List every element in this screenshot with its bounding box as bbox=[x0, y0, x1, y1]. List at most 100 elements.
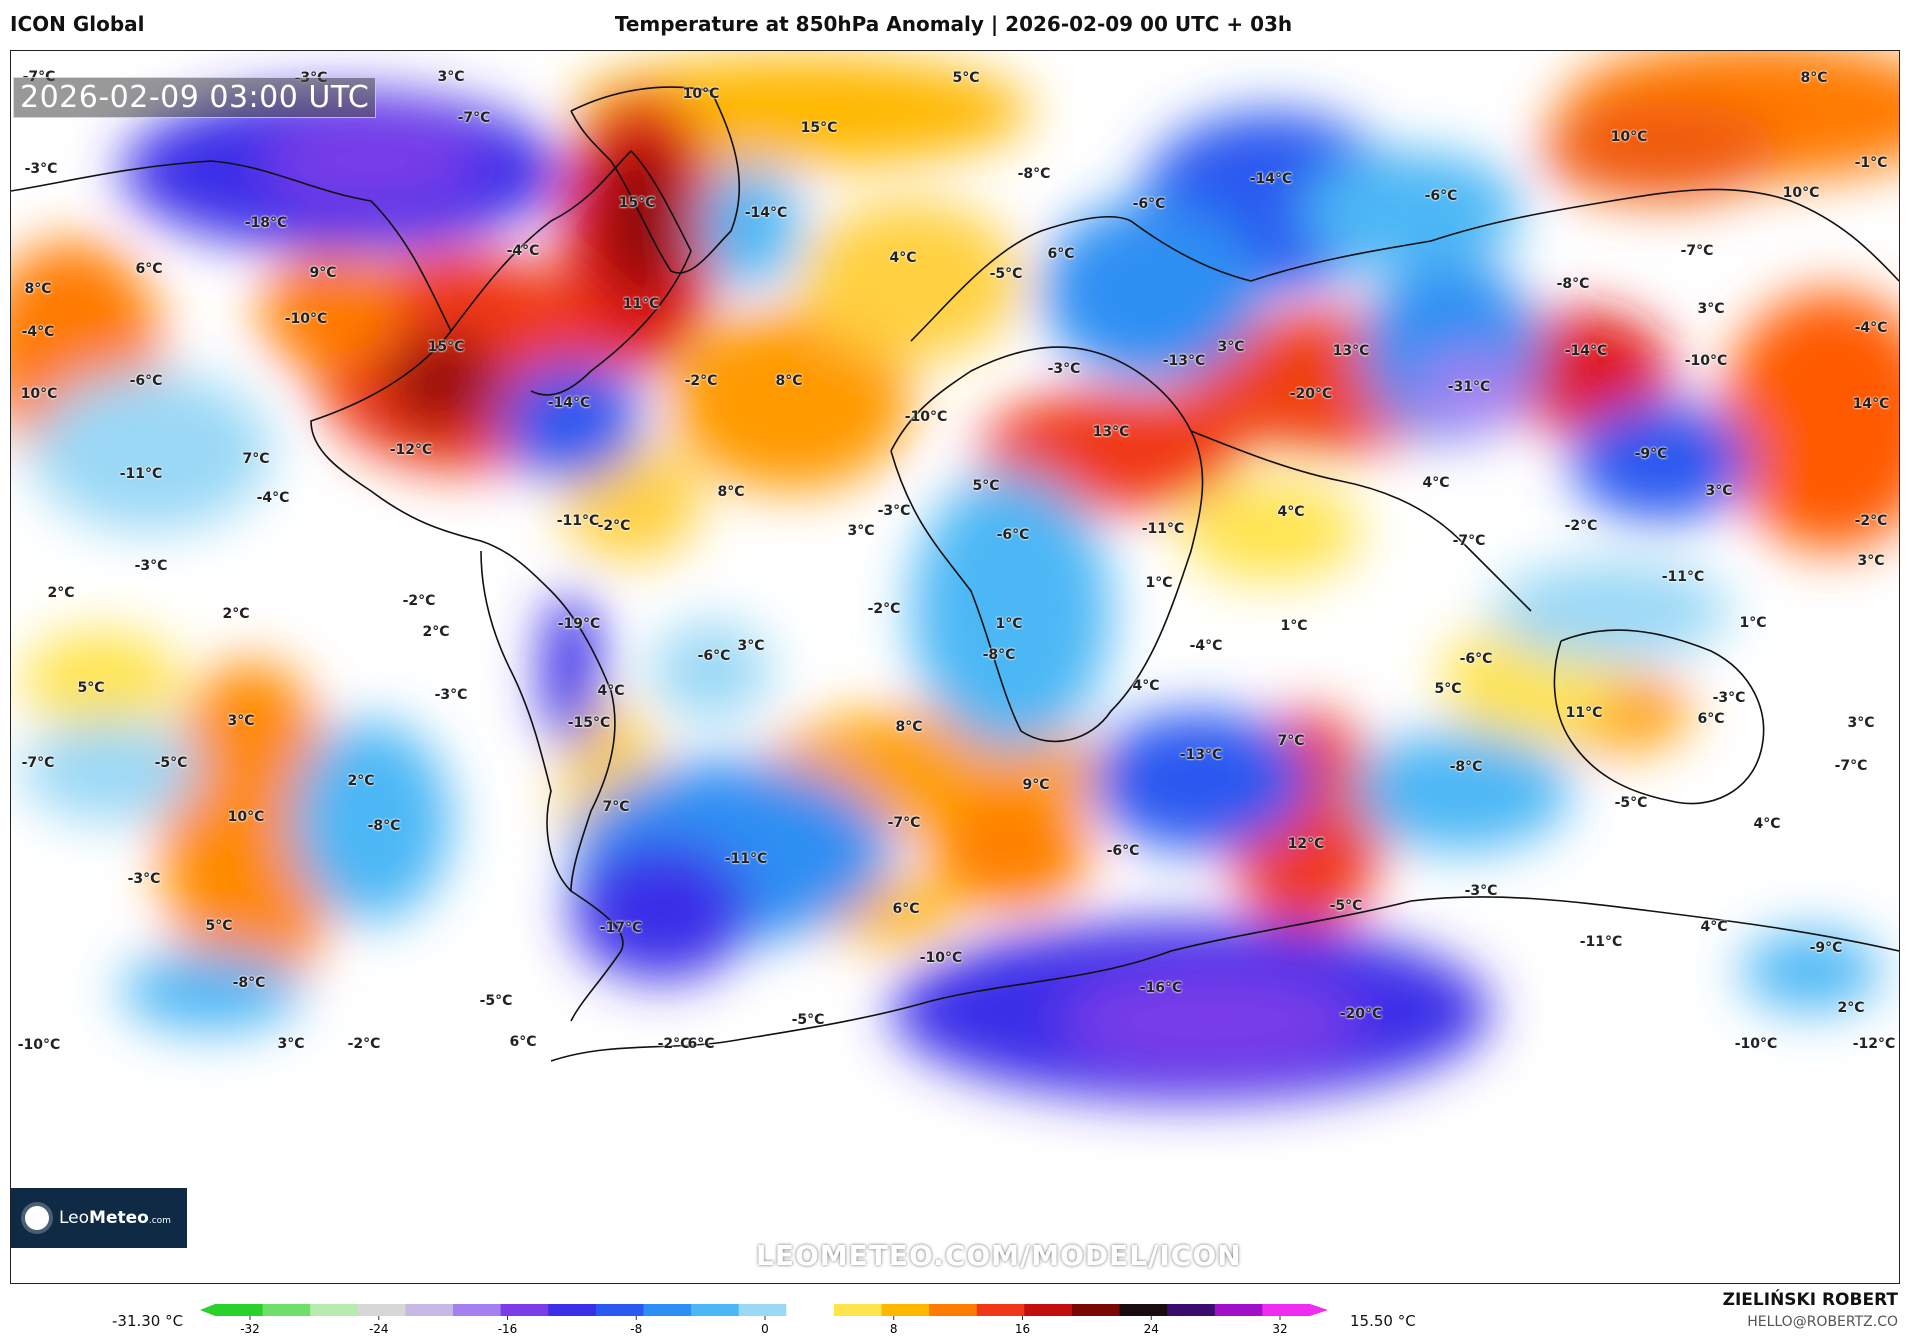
anomaly-label: -6°C bbox=[1132, 196, 1166, 212]
anomaly-label: 10°C bbox=[682, 86, 720, 102]
anomaly-label: -20°C bbox=[1289, 386, 1333, 402]
anomaly-label: -7°C bbox=[887, 815, 921, 831]
anomaly-field bbox=[11, 51, 1899, 1283]
anomaly-label: -3°C bbox=[24, 161, 58, 177]
anomaly-label: -10°C bbox=[1734, 1036, 1778, 1052]
anomaly-label: 5°C bbox=[952, 70, 980, 86]
colorbar: -32 -24 -16 -8 0 8 16 24 32 bbox=[200, 1304, 1328, 1336]
leometeo-logo[interactable]: LeoMeteo.com bbox=[11, 1188, 187, 1248]
anomaly-label: 2°C bbox=[347, 773, 375, 789]
chart-title: Temperature at 850hPa Anomaly | 2026-02-… bbox=[614, 12, 1293, 36]
anomaly-label: -4°C bbox=[256, 490, 290, 506]
anomaly-label: 6°C bbox=[892, 901, 920, 917]
anomaly-label: -12°C bbox=[1852, 1036, 1896, 1052]
anomaly-label: -14°C bbox=[744, 205, 788, 221]
anomaly-label: 3°C bbox=[1857, 553, 1885, 569]
anomaly-label: -11°C bbox=[724, 851, 768, 867]
anomaly-label: 15°C bbox=[618, 195, 656, 211]
anomaly-label: -14°C bbox=[1249, 171, 1293, 187]
colorbar-swatch bbox=[595, 1304, 644, 1316]
anomaly-label: -11°C bbox=[119, 466, 163, 482]
colorbar-tick-label: -24 bbox=[369, 1322, 389, 1336]
anomaly-label: 10°C bbox=[20, 386, 58, 402]
anomaly-label: 7°C bbox=[242, 451, 270, 467]
anomaly-label: -9°C bbox=[1634, 446, 1668, 462]
anomaly-label: -2°C bbox=[684, 373, 718, 389]
anomaly-label: 8°C bbox=[895, 719, 923, 735]
anomaly-label: -16°C bbox=[1139, 980, 1183, 996]
colorbar-tick-label: 24 bbox=[1144, 1322, 1159, 1336]
anomaly-label: -3°C bbox=[1712, 690, 1746, 706]
anomaly-label: -4°C bbox=[506, 243, 540, 259]
anomaly-label: 10°C bbox=[1610, 129, 1648, 145]
anomaly-label: -14°C bbox=[547, 395, 591, 411]
author-email[interactable]: HELLO@ROBERTZ.CO bbox=[1747, 1314, 1898, 1330]
anomaly-label: -9°C bbox=[1809, 940, 1843, 956]
colorbar-swatch bbox=[1071, 1304, 1121, 1316]
anomaly-label: 9°C bbox=[1022, 777, 1050, 793]
anomaly-label: 15°C bbox=[800, 120, 838, 136]
anomaly-label: -4°C bbox=[21, 324, 55, 340]
anomaly-label: -2°C bbox=[1564, 518, 1598, 534]
colorbar-swatch bbox=[738, 1304, 787, 1316]
anomaly-label: 6°C bbox=[687, 1036, 715, 1052]
colorbar-swatch bbox=[786, 1304, 835, 1316]
anomaly-label: 4°C bbox=[1700, 919, 1728, 935]
anomaly-label: -7°C bbox=[457, 110, 491, 126]
anomaly-label: 8°C bbox=[717, 484, 745, 500]
anomaly-label: -7°C bbox=[1680, 243, 1714, 259]
anomaly-label: -20°C bbox=[1339, 1006, 1383, 1022]
anomaly-label: 4°C bbox=[1753, 816, 1781, 832]
anomaly-label: 1°C bbox=[1280, 618, 1308, 634]
anomaly-label: -11°C bbox=[1579, 934, 1623, 950]
anomaly-label: -7°C bbox=[21, 755, 55, 771]
colorbar-swatch bbox=[262, 1304, 311, 1316]
anomaly-label: 3°C bbox=[437, 69, 465, 85]
anomaly-label: 7°C bbox=[602, 799, 630, 815]
anomaly-label: 3°C bbox=[737, 638, 765, 654]
anomaly-label: -8°C bbox=[1017, 166, 1051, 182]
anomaly-label: -10°C bbox=[284, 311, 328, 327]
colorbar-swatch bbox=[453, 1304, 502, 1316]
anomaly-label: 1°C bbox=[1145, 575, 1173, 591]
colorbar-swatch bbox=[500, 1304, 549, 1316]
logo-text: LeoMeteo.com bbox=[59, 1208, 171, 1228]
anomaly-label: -3°C bbox=[877, 503, 911, 519]
valid-time-stamp: 2026-02-09 03:00 UTC bbox=[13, 77, 377, 118]
colorbar-swatch bbox=[215, 1304, 264, 1316]
anomaly-label: -4°C bbox=[1854, 320, 1888, 336]
anomaly-label: 3°C bbox=[227, 713, 255, 729]
anomaly-label: 15°C bbox=[427, 339, 465, 355]
anomaly-label: -11°C bbox=[556, 513, 600, 529]
anomaly-label: 11°C bbox=[1565, 705, 1603, 721]
colorbar-swatch bbox=[976, 1304, 1025, 1316]
anomaly-label: 6°C bbox=[135, 261, 163, 277]
anomaly-label: -13°C bbox=[1162, 353, 1206, 369]
anomaly-label: 8°C bbox=[775, 373, 803, 389]
anomaly-label: 3°C bbox=[847, 523, 875, 539]
anomaly-label: 2°C bbox=[222, 606, 250, 622]
anomaly-label: -10°C bbox=[904, 409, 948, 425]
anomaly-label: -5°C bbox=[1614, 795, 1648, 811]
colorbar-tick-label: 0 bbox=[761, 1322, 769, 1336]
anomaly-label: 6°C bbox=[1697, 711, 1725, 727]
colorbar-tick-label: -8 bbox=[630, 1322, 642, 1336]
colorbar-swatch bbox=[1167, 1304, 1216, 1316]
anomaly-label: 13°C bbox=[1092, 424, 1130, 440]
anomaly-label: -5°C bbox=[791, 1012, 825, 1028]
anomaly-label: -2°C bbox=[1854, 513, 1888, 529]
anomaly-label: 6°C bbox=[1047, 246, 1075, 262]
watermark-url: LEOMETEO.COM/MODEL/ICON bbox=[756, 1239, 1242, 1272]
anomaly-label: -8°C bbox=[1449, 759, 1483, 775]
anomaly-label: -31°C bbox=[1447, 379, 1491, 395]
colorbar-swatch bbox=[691, 1304, 740, 1316]
anomaly-label: 5°C bbox=[1434, 681, 1462, 697]
colorbar-extend-min bbox=[200, 1304, 215, 1316]
colorbar-min-label: -31.30 °C bbox=[112, 1312, 184, 1330]
map-panel[interactable]: -7°C-3°C3°C10°C5°C8°C-7°C15°C10°C-3°C-8°… bbox=[10, 50, 1900, 1284]
anomaly-label: -10°C bbox=[17, 1037, 61, 1053]
anomaly-label: -6°C bbox=[697, 648, 731, 664]
anomaly-label: 4°C bbox=[889, 250, 917, 266]
colorbar-swatch bbox=[310, 1304, 359, 1316]
anomaly-label: 1°C bbox=[995, 616, 1023, 632]
